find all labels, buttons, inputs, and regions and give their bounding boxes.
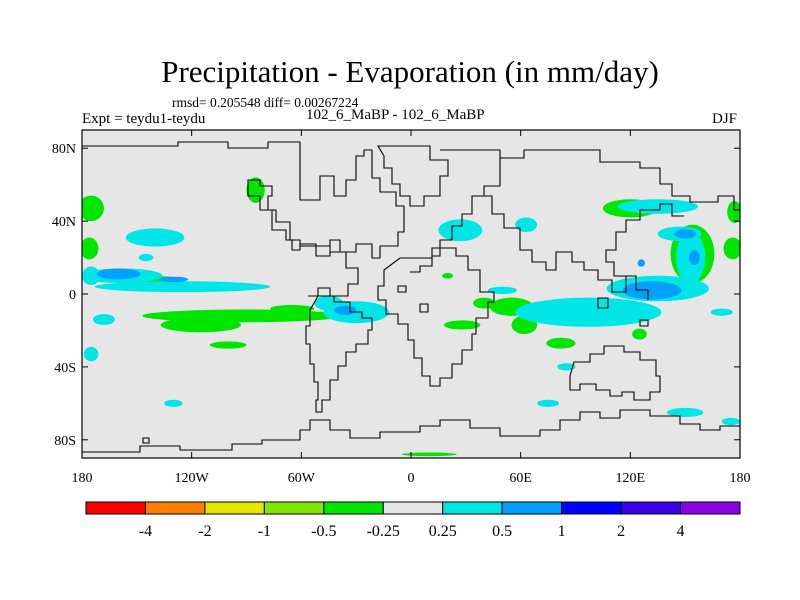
colorbar-swatch-3 <box>263 501 325 515</box>
field-region-1-18 <box>537 399 560 407</box>
y-tick-label: 40S <box>54 361 76 376</box>
runs-label: 102_6_MaBP - 102_6_MaBP <box>306 107 485 123</box>
field-region-1-7 <box>314 295 344 311</box>
field-region-1-1 <box>94 281 271 293</box>
field-region-2-6 <box>637 259 645 267</box>
field-region-0-0 <box>82 195 104 222</box>
y-tick-label: 0 <box>69 288 76 303</box>
land-outline-africa <box>377 247 495 387</box>
field-region-2-0 <box>96 268 141 280</box>
field-region-1-5 <box>83 346 99 362</box>
colorbar-label: 2 <box>617 523 625 540</box>
y-tick-label: 80N <box>52 142 76 157</box>
x-tick-label: 180 <box>72 471 93 486</box>
x-tick-label: 120W <box>175 471 210 486</box>
field-region-2-3 <box>674 229 697 239</box>
colorbar-label: -4 <box>139 523 152 540</box>
experiment-label: Expt = teydu1-teydu <box>82 111 206 127</box>
field-region-0-6 <box>209 341 247 349</box>
field-region-0-18 <box>632 328 647 340</box>
land-outline-australia <box>569 345 661 401</box>
field-region-1-3 <box>82 266 101 285</box>
field-region-1-12 <box>617 199 698 214</box>
chart-title: Precipitation - Evaporation (in mm/day) <box>161 54 659 89</box>
colorbar-label: 1 <box>558 523 566 540</box>
season-label: DJF <box>712 111 738 127</box>
colorbar-swatch-8 <box>561 501 622 515</box>
colorbar-label: 0.5 <box>492 523 512 540</box>
land-outline-antarctica <box>82 409 740 453</box>
field-region-1-8 <box>515 297 662 327</box>
y-tick-label: 80S <box>54 434 76 449</box>
field-region-2-1 <box>158 276 189 283</box>
field-region-0-5 <box>246 177 265 203</box>
x-tick-label: 120E <box>616 471 646 486</box>
colorbar-swatch-4 <box>323 501 384 515</box>
field-region-1-2 <box>125 228 185 247</box>
field-region-0-12 <box>270 304 315 313</box>
field-region-1-19 <box>164 399 183 407</box>
colorbar-label: 4 <box>677 523 685 540</box>
land-outline-islands <box>142 285 649 444</box>
x-tick-label: 60E <box>509 471 532 486</box>
field-region-2-2 <box>623 281 682 300</box>
field-region-1-15 <box>710 308 733 316</box>
colorbar-swatch-5 <box>382 501 444 515</box>
field-region-1-16 <box>666 407 704 418</box>
colorbar-swatch-2 <box>204 501 265 515</box>
x-tick-label: 180 <box>730 471 751 486</box>
colorbar-label: -0.25 <box>367 523 400 540</box>
field-region-0-10 <box>443 320 481 330</box>
field-region-1-14 <box>515 217 538 233</box>
colorbar-swatch-6 <box>442 501 503 515</box>
field-region-2-5 <box>688 250 700 265</box>
land-outline-eurasia <box>410 149 740 300</box>
field-region-1-13 <box>438 219 483 242</box>
field-region-0-9 <box>546 337 576 349</box>
land-outline-north-america <box>82 141 405 297</box>
colorbar-label: -0.5 <box>311 523 336 540</box>
land-outline-south-america <box>305 295 373 413</box>
field-region-1-23 <box>557 363 576 371</box>
field-region-0-3 <box>160 317 242 333</box>
field-region-1-17 <box>721 417 740 426</box>
field-region-0-15 <box>723 237 740 260</box>
field-region-0-1 <box>82 237 99 260</box>
colorbar-swatch-0 <box>85 501 146 515</box>
field-region-0-20 <box>401 452 457 457</box>
stats-line: rmsd= 0.205548 diff= 0.00267224 <box>172 95 359 110</box>
field-region-2-4 <box>334 305 357 315</box>
colorbar-swatch-7 <box>501 501 563 515</box>
colorbar-swatch-9 <box>620 501 682 515</box>
colorbar-label: -2 <box>198 523 211 540</box>
x-tick-label: 60W <box>288 471 316 486</box>
field-region-0-16 <box>727 201 740 223</box>
field-region-0-19 <box>442 273 454 279</box>
colorbar-label: 0.25 <box>429 523 457 540</box>
land-outline-greenland <box>377 145 449 207</box>
field-region-1-22 <box>487 286 518 294</box>
field-region-0-11 <box>473 297 496 309</box>
field-region-1-4 <box>92 314 115 325</box>
y-tick-label: 40N <box>52 215 76 230</box>
x-tick-label: 0 <box>408 471 415 486</box>
colorbar-swatch-1 <box>144 501 206 515</box>
colorbar-swatch-10 <box>680 501 741 515</box>
colorbar-label: -1 <box>258 523 271 540</box>
field-region-1-20 <box>138 253 154 262</box>
